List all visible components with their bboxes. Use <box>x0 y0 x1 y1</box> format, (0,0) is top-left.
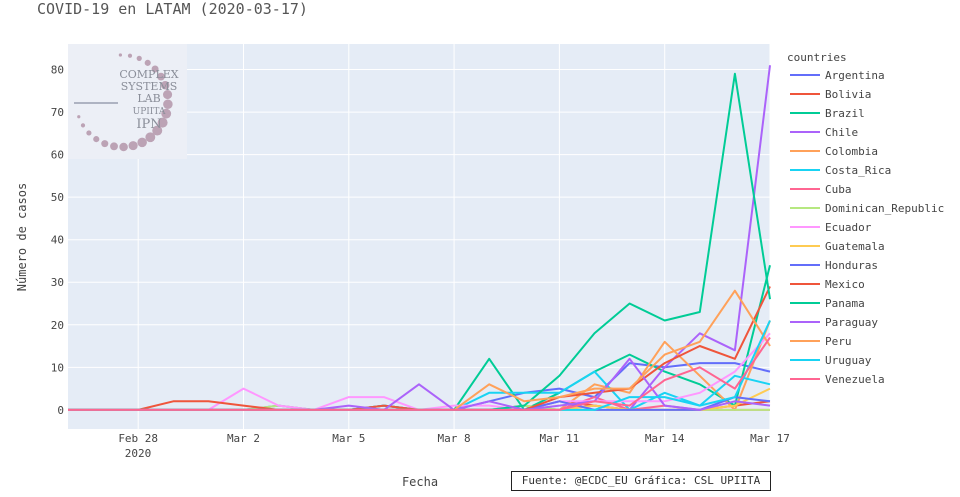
x-tick-label: Mar 14 <box>645 432 685 445</box>
x-tick-label: Feb 28 <box>118 432 158 445</box>
logo-dot <box>137 137 147 148</box>
y-tick-label: 60 <box>51 149 64 162</box>
series-line-venezuela <box>68 336 771 411</box>
x-axis-ticks: Feb 28 Mar 2 Mar 5 Mar 8 Mar 11 Mar 14 Mar 17 <box>118 432 790 445</box>
y-tick-label: 50 <box>51 191 64 204</box>
legend-label: Guatemala <box>825 240 885 253</box>
legend-label: Brazil <box>825 107 865 120</box>
logo-text: LAB <box>137 92 160 105</box>
legend-label: Dominican_Republic <box>825 202 944 215</box>
logo-dot <box>118 53 122 57</box>
logo-dot <box>110 142 118 151</box>
x-tick-year-label: 2020 <box>125 447 152 460</box>
legend-label: Chile <box>825 126 858 139</box>
logo-dot <box>152 125 163 136</box>
y-tick-label: 30 <box>51 276 64 289</box>
logo-dot <box>151 65 159 73</box>
logo-dot <box>160 81 170 90</box>
y-tick-label: 40 <box>51 234 64 247</box>
legend-label: Costa_Rica <box>825 164 891 177</box>
logo-dot <box>80 123 86 128</box>
x-tick-label: Mar 11 <box>540 432 580 445</box>
logo-dot <box>163 99 173 109</box>
x-axis-title: Fecha <box>402 475 438 489</box>
logo-dot <box>86 130 92 136</box>
y-tick-label: 80 <box>51 64 64 77</box>
logo-dot <box>136 55 142 61</box>
legend-label: Ecuador <box>825 221 872 234</box>
legend-label: Mexico <box>825 278 865 291</box>
legend-title: countries <box>787 51 847 64</box>
x-tick-label: Mar 17 <box>750 432 790 445</box>
y-tick-label: 10 <box>51 361 64 374</box>
logo-dot <box>163 90 173 100</box>
y-tick-label: 20 <box>51 319 64 332</box>
legend-label: Cuba <box>825 183 852 196</box>
logo-text: UPIITA <box>133 107 166 117</box>
source-note: Fuente: @ECDC_EU Gráfica: CSL UPIITA <box>511 471 771 491</box>
chart-title: COVID-19 en LATAM (2020-03-17) <box>37 0 308 18</box>
y-tick-label: 0 <box>57 404 64 417</box>
legend-label: Paraguay <box>825 316 878 329</box>
legend-label: Uruguay <box>825 354 872 367</box>
legend-label: Argentina <box>825 69 885 82</box>
series-lines <box>68 65 771 411</box>
logo-text: SYSTEMS <box>121 80 178 93</box>
logo-dot <box>157 72 165 81</box>
logo-dot <box>127 53 133 58</box>
legend-label: Venezuela <box>825 373 885 386</box>
logo-dot <box>93 136 100 143</box>
logo-dot <box>145 132 156 143</box>
logo-dot <box>119 142 128 152</box>
legend-label: Panama <box>825 297 865 310</box>
x-tick-label: Mar 2 <box>227 432 260 445</box>
logo-dot <box>144 59 151 66</box>
legend-label: Peru <box>825 335 852 348</box>
y-axis-ticks: 0 10 20 30 40 50 60 70 80 <box>51 64 64 417</box>
logo-dot <box>101 140 109 148</box>
legend-label: Bolivia <box>825 88 871 101</box>
logo-dot <box>157 117 168 128</box>
logo-dot <box>77 115 81 119</box>
logo-text: IPN <box>136 117 161 132</box>
y-axis-title: Número de casos <box>15 183 29 291</box>
logo-text: COMPLEX <box>119 68 178 81</box>
legend-label: Honduras <box>825 259 878 272</box>
legend: countries Argentina Bolivia Brazil Chile Col… <box>787 51 944 386</box>
y-tick-label: 70 <box>51 106 64 119</box>
legend-label: Colombia <box>825 145 878 158</box>
x-tick-label: Mar 8 <box>438 432 471 445</box>
logo-dot <box>128 141 138 151</box>
logo-dot <box>161 108 172 119</box>
x-tick-label: Mar 5 <box>332 432 365 445</box>
